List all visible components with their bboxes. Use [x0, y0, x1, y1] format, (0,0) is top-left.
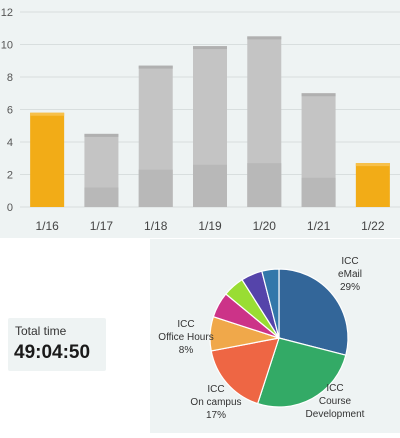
- bar-chart-svg: 0 2 4 6 8 10 12 1/16 1/17 1/18 1/19 1/20 1/21 1/22: [1, 7, 400, 233]
- pie-slice-1[interactable]: [256, 337, 347, 408]
- x-tick-label: 1/17: [90, 219, 114, 233]
- y-tick-label: 4: [7, 137, 13, 149]
- pie-slice-2[interactable]: [210, 337, 280, 405]
- y-tick-label: 8: [7, 72, 13, 84]
- bar-1-18[interactable]: [138, 65, 173, 207]
- total-time-label: Total time: [15, 324, 67, 338]
- pie-pct-2: 17%: [206, 410, 226, 421]
- pie-slice-0[interactable]: [278, 268, 349, 356]
- bar-fill: [30, 112, 65, 207]
- x-tick-label: 1/22: [361, 219, 385, 233]
- bar-top-edge: [138, 65, 173, 69]
- bar-segment-lower: [193, 164, 227, 207]
- bar-fill: [355, 163, 390, 207]
- bar-segment-lower: [247, 163, 282, 207]
- daily-hours-bar-chart: 0 2 4 6 8 10 12 1/16 1/17 1/18 1/19 1/20 1/21 1/22: [0, 0, 400, 238]
- pie-pct-3: 8%: [179, 345, 194, 356]
- bar-1-21[interactable]: [301, 93, 336, 207]
- x-tick-label: 1/19: [198, 219, 222, 233]
- bar-top-edge: [247, 36, 282, 40]
- pie-label-1: ICC Course Development: [306, 383, 365, 420]
- y-tick-label: 2: [7, 170, 13, 182]
- y-tick-label: 0: [7, 202, 13, 214]
- total-time-value: 49:04:50: [14, 342, 91, 363]
- bar-segment-lower: [138, 169, 173, 207]
- category-pie-chart: ICC eMail 29% ICC Course Development ICC On cam…: [150, 239, 400, 433]
- bar-1-17[interactable]: [84, 133, 119, 207]
- y-tick-label: 12: [1, 7, 13, 19]
- pie-pct-0: 29%: [340, 282, 360, 293]
- bar-1-19[interactable]: [193, 46, 227, 207]
- pie-label-0: ICC eMail 29%: [338, 256, 362, 293]
- y-tick-label: 6: [7, 105, 13, 117]
- bar-segment-lower: [84, 187, 119, 207]
- bar-top-edge: [301, 93, 336, 97]
- pie-slice-7[interactable]: [261, 268, 280, 339]
- x-tick-label: 1/21: [307, 219, 331, 233]
- bar-segment-lower: [301, 177, 336, 207]
- bar-top-edge: [193, 46, 227, 50]
- pie-label-3: ICC Office Hours 8%: [158, 319, 213, 356]
- x-tick-label: 1/20: [253, 219, 277, 233]
- bar-top-highlight: [355, 163, 390, 167]
- x-tick-label: 1/16: [35, 219, 59, 233]
- bar-top-edge: [84, 133, 119, 137]
- bar-1-22[interactable]: [355, 163, 390, 207]
- pie-chart-svg: ICC eMail 29% ICC Course Development ICC On cam…: [158, 256, 365, 421]
- x-tick-label: 1/18: [144, 219, 168, 233]
- y-tick-label: 10: [1, 40, 13, 52]
- bar-1-16[interactable]: [30, 112, 65, 207]
- pie-label-2: ICC On campus 17%: [190, 384, 241, 421]
- bar-top-highlight: [30, 112, 65, 116]
- bar-1-20[interactable]: [247, 36, 282, 207]
- total-time-card: Total time 49:04:50: [8, 318, 106, 371]
